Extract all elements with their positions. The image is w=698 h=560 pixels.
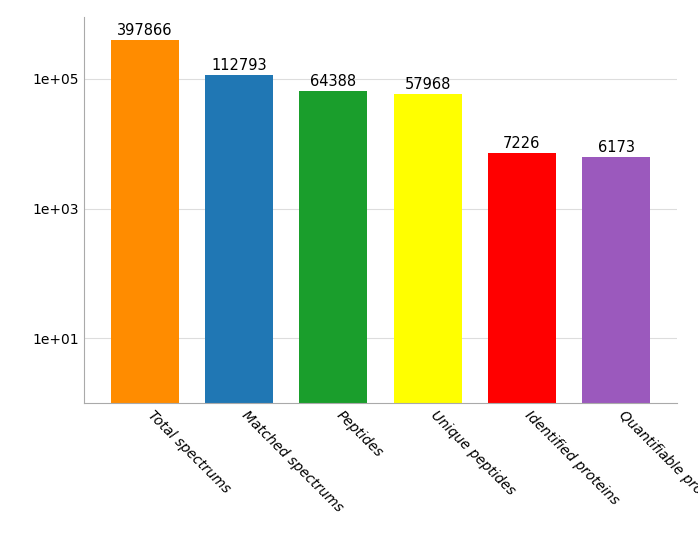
Bar — [488, 153, 556, 560]
Text: 6173: 6173 — [597, 140, 634, 155]
Text: 397866: 397866 — [117, 22, 172, 38]
Text: 112793: 112793 — [211, 58, 267, 73]
Text: 64388: 64388 — [310, 74, 356, 89]
Bar — [299, 91, 367, 560]
Bar — [582, 157, 650, 560]
Bar — [394, 94, 461, 560]
Bar — [205, 76, 273, 560]
Text: 57968: 57968 — [404, 77, 451, 92]
Text: 7226: 7226 — [503, 136, 540, 151]
Bar — [111, 40, 179, 560]
